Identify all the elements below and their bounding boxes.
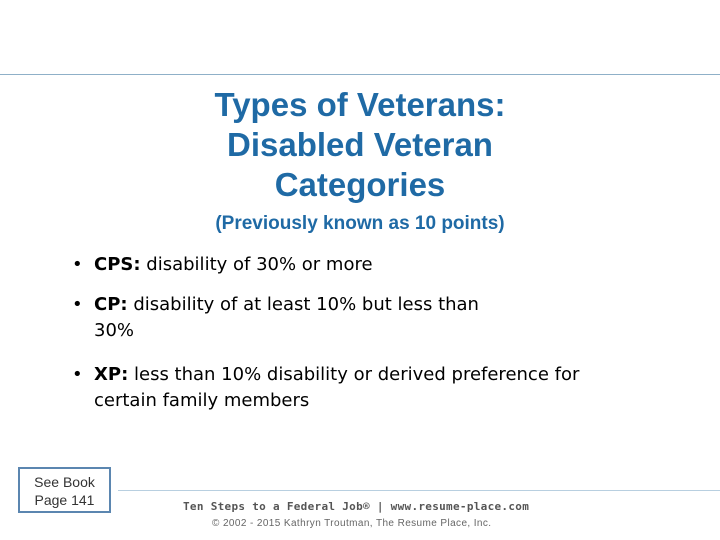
bullet-term: CPS:: [94, 254, 141, 275]
footer-copyright: © 2002 - 2015 Kathryn Troutman, The Resu…: [212, 518, 492, 529]
book-reference-box: See Book Page 141: [18, 467, 111, 513]
slide-subtitle: (Previously known as 10 points): [215, 213, 505, 234]
bullet-dot-icon: •: [72, 254, 83, 275]
footer-branding: Ten Steps to a Federal Job® | www.resume…: [183, 500, 530, 513]
title-line-3: Categories: [274, 166, 446, 203]
footer-divider: [118, 490, 720, 491]
bullet-item-cps: • CPS: disability of 30% or more: [72, 252, 373, 278]
title-line-2: Disabled Veteran: [227, 126, 493, 163]
bullet-term: CP:: [94, 294, 128, 315]
bullet-text: disability of 30% or more: [140, 254, 373, 275]
top-divider: [0, 74, 720, 75]
book-ref-line-1: See Book: [34, 474, 95, 490]
bullet-item-xp: • XP: less than 10% disability or derive…: [72, 362, 634, 414]
bullet-text: less than 10% disability or derived pref…: [94, 364, 580, 411]
bullet-dot-icon: •: [72, 364, 83, 385]
bullet-term: XP:: [94, 364, 129, 385]
bullet-text: disability of at least 10% but less than…: [94, 294, 479, 341]
bullet-item-cp: • CP: disability of at least 10% but les…: [72, 292, 514, 344]
bullet-dot-icon: •: [72, 294, 83, 315]
title-line-1: Types of Veterans:: [214, 86, 506, 123]
book-ref-line-2: Page 141: [34, 492, 95, 508]
slide-title: Types of Veterans: Disabled Veteran Cate…: [150, 85, 570, 205]
